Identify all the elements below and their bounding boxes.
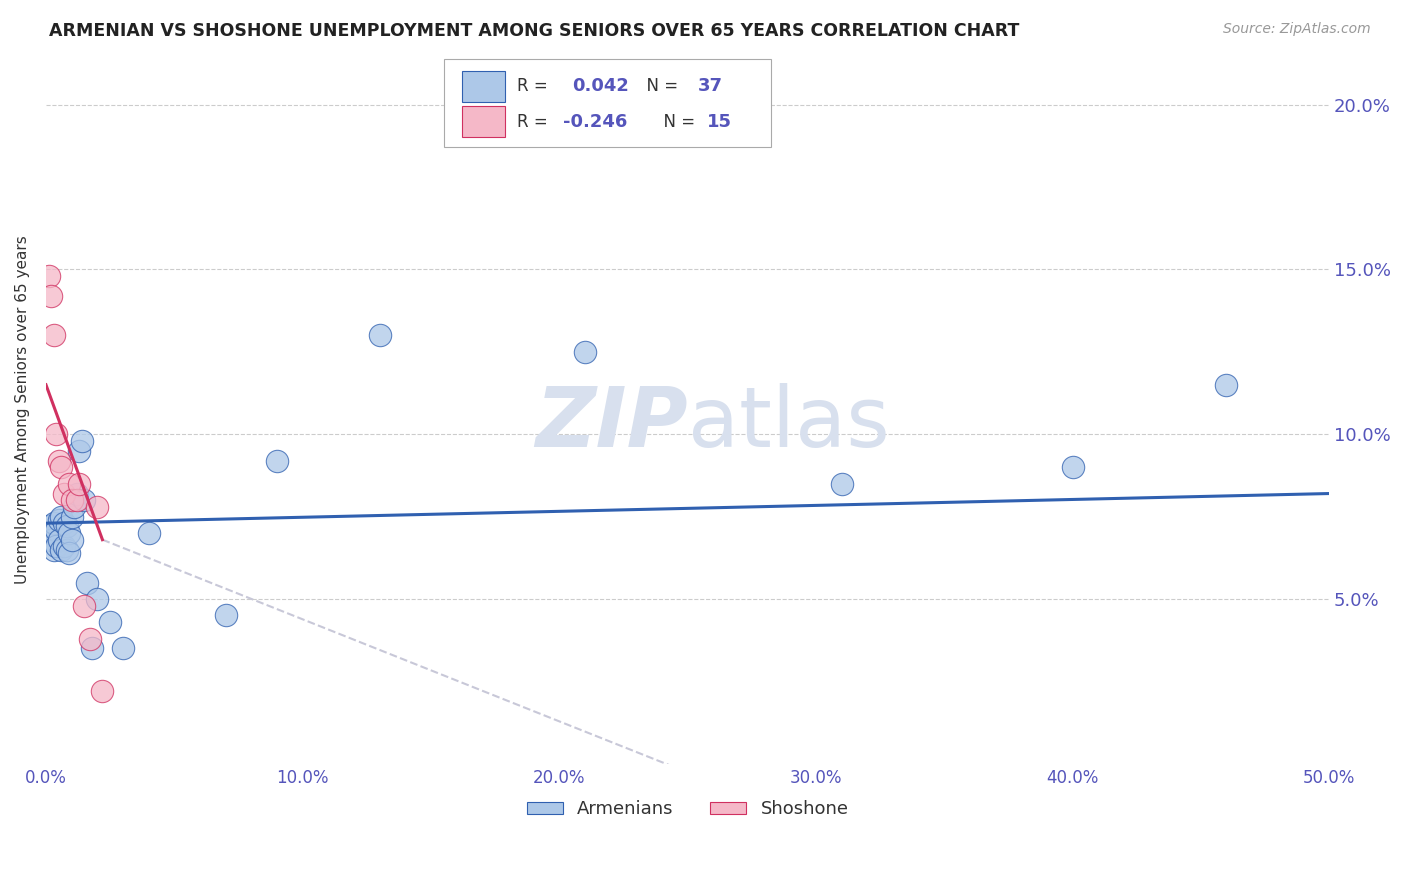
Point — [67, 476, 90, 491]
Point — [73, 599, 96, 613]
Point — [38, 268, 60, 283]
Text: N =: N = — [637, 78, 683, 95]
Point — [66, 486, 89, 500]
Point — [48, 453, 70, 467]
Text: R =: R = — [517, 112, 553, 131]
Point — [63, 500, 86, 514]
Point — [48, 533, 70, 547]
Point — [55, 519, 77, 533]
Point — [38, 519, 60, 533]
Point — [48, 513, 70, 527]
Point — [60, 493, 83, 508]
Point — [1215, 377, 1237, 392]
Text: 0.042: 0.042 — [572, 78, 628, 95]
Text: ARMENIAN VS SHOSHONE UNEMPLOYMENT AMONG SENIORS OVER 65 YEARS CORRELATION CHART: ARMENIAN VS SHOSHONE UNEMPLOYMENT AMONG … — [49, 22, 1019, 40]
Point — [86, 500, 108, 514]
Text: -0.246: -0.246 — [562, 112, 627, 131]
Point — [51, 542, 73, 557]
Point — [368, 328, 391, 343]
Text: Source: ZipAtlas.com: Source: ZipAtlas.com — [1223, 22, 1371, 37]
Point — [51, 460, 73, 475]
Point — [39, 526, 62, 541]
Point — [58, 546, 80, 560]
Point — [831, 476, 853, 491]
Point — [52, 486, 75, 500]
Point — [52, 516, 75, 531]
Point — [42, 542, 65, 557]
Point — [60, 509, 83, 524]
Text: atlas: atlas — [688, 384, 890, 464]
Point — [45, 427, 67, 442]
Point — [58, 526, 80, 541]
FancyBboxPatch shape — [444, 59, 770, 147]
Point — [98, 615, 121, 629]
Point — [266, 453, 288, 467]
Point — [55, 542, 77, 557]
Point — [60, 533, 83, 547]
Point — [111, 641, 134, 656]
Y-axis label: Unemployment Among Seniors over 65 years: Unemployment Among Seniors over 65 years — [15, 235, 30, 584]
Text: 15: 15 — [707, 112, 731, 131]
Point — [67, 443, 90, 458]
Point — [1062, 460, 1084, 475]
Point — [45, 539, 67, 553]
Point — [73, 493, 96, 508]
Point — [42, 516, 65, 531]
Point — [45, 523, 67, 537]
Text: R =: R = — [517, 78, 558, 95]
Point — [79, 632, 101, 646]
FancyBboxPatch shape — [461, 106, 505, 137]
Point — [70, 434, 93, 448]
Point — [66, 493, 89, 508]
Point — [86, 592, 108, 607]
Point — [39, 533, 62, 547]
Text: 37: 37 — [697, 78, 723, 95]
Point — [76, 575, 98, 590]
Point — [58, 476, 80, 491]
Point — [574, 344, 596, 359]
Point — [52, 539, 75, 553]
Point — [39, 289, 62, 303]
FancyBboxPatch shape — [461, 70, 505, 102]
Text: N =: N = — [652, 112, 700, 131]
Text: ZIP: ZIP — [534, 384, 688, 464]
Point — [138, 526, 160, 541]
Legend: Armenians, Shoshone: Armenians, Shoshone — [519, 793, 856, 826]
Point — [91, 684, 114, 698]
Point — [42, 328, 65, 343]
Point — [82, 641, 104, 656]
Point — [51, 509, 73, 524]
Point — [214, 608, 236, 623]
